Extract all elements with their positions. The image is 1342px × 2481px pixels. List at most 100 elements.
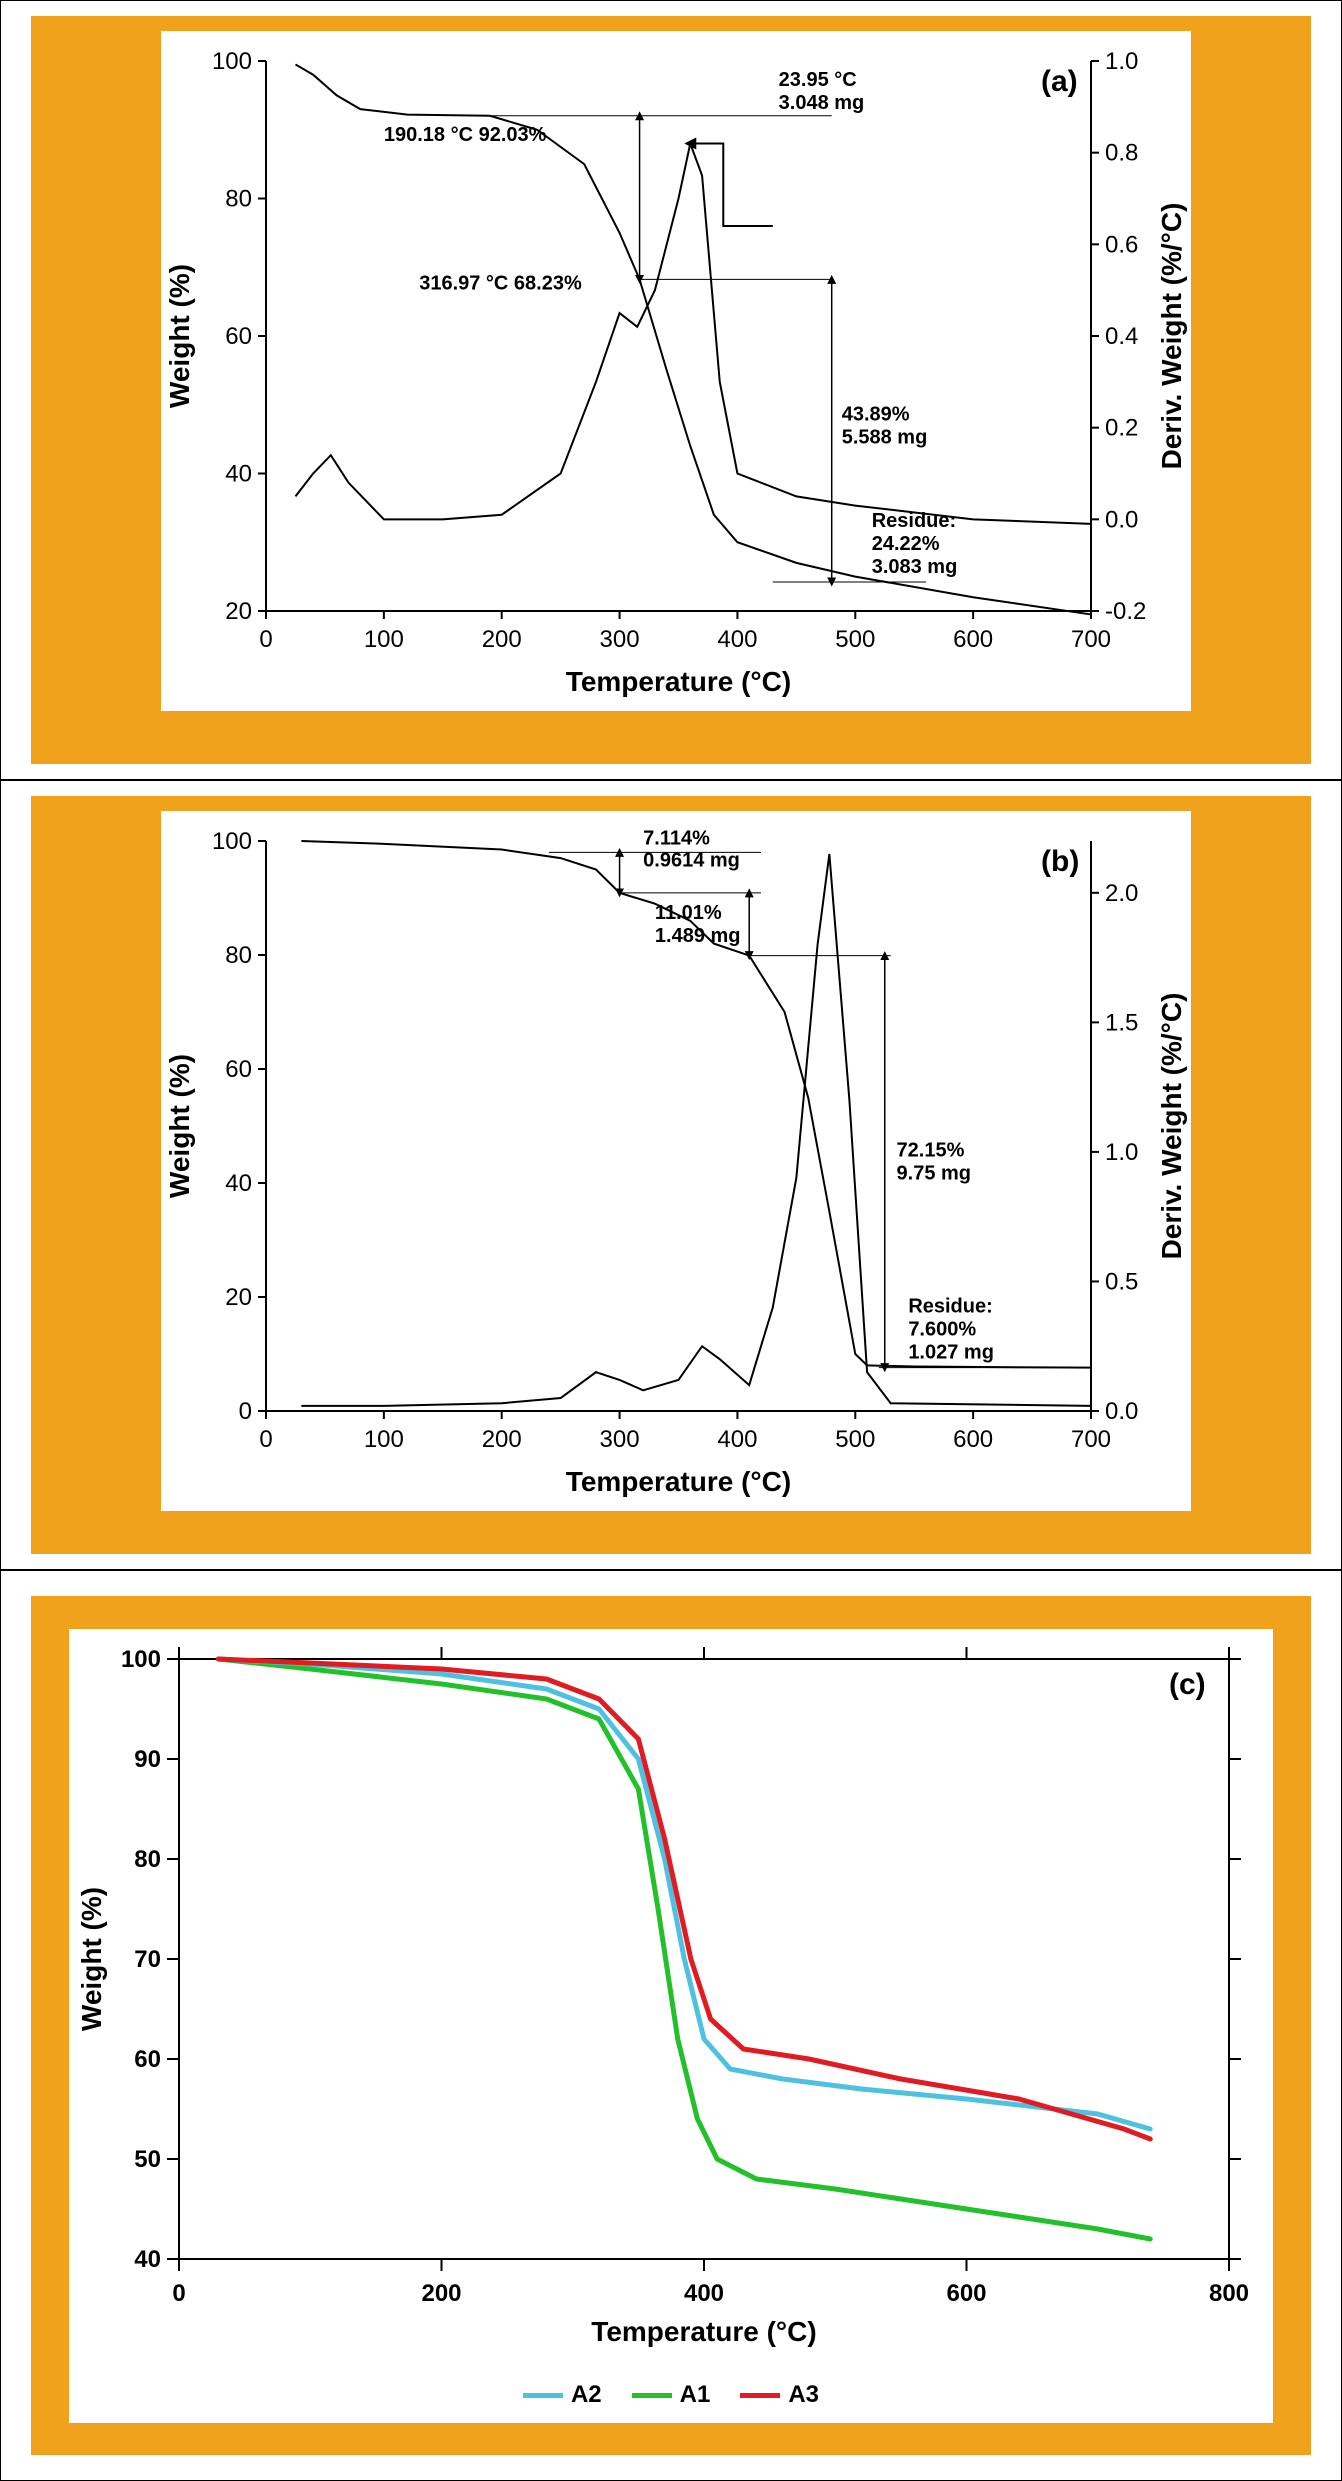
ylabel-right: Deriv. Weight (%/°C) — [1156, 203, 1187, 470]
xtick-label: 400 — [717, 626, 757, 653]
ytick-label: 70 — [134, 1946, 161, 1973]
ytick-r-label: 1.0 — [1105, 1139, 1138, 1166]
ytick-label: 60 — [134, 2046, 161, 2073]
legend-item: A2 — [523, 2381, 602, 2409]
ytick-l-label: 60 — [225, 1056, 252, 1083]
xtick-label: 800 — [1209, 2280, 1249, 2307]
ytick-l-label: 100 — [212, 48, 252, 75]
ylabel: Weight (%) — [76, 1887, 107, 2031]
legend-swatch — [523, 2393, 563, 2398]
ylabel-left: Weight (%) — [164, 264, 195, 408]
xtick-label: 100 — [364, 626, 404, 653]
legend-item: A3 — [740, 2381, 819, 2409]
annot-b2-2: 1.489 mg — [655, 925, 741, 947]
xtick-label: 600 — [946, 2280, 986, 2307]
ylabel-left: Weight (%) — [164, 1054, 195, 1198]
legend-label: A2 — [571, 2381, 602, 2409]
annot-a2: 316.97 °C 68.23% — [419, 272, 582, 294]
ytick-r-label: 0.0 — [1105, 506, 1138, 533]
annot-a5-3: 3.083 mg — [872, 556, 958, 578]
xtick-label: 100 — [364, 1426, 404, 1453]
annot-b1-1: 7.114% — [643, 827, 710, 849]
ytick-l-label: 0 — [239, 1398, 252, 1425]
xtick-label: 600 — [953, 626, 993, 653]
ytick-l-label: 40 — [225, 1170, 252, 1197]
annot-a3-2: 3.048 mg — [779, 92, 865, 114]
chart-b: 0 100 200 300 400 500 600 700 0 20 40 60 80 100 0.0 0.5… — [161, 811, 1191, 1511]
ytick-r-label: 2.0 — [1105, 880, 1138, 907]
ytick-l-label: 60 — [225, 323, 252, 350]
plot-frame — [179, 1659, 1229, 2259]
xtick-label: 200 — [482, 626, 522, 653]
ytick-r-label: 1.5 — [1105, 1009, 1138, 1036]
xtick-label: 700 — [1071, 626, 1111, 653]
panel-c: 0200400600800405060708090100Temperature … — [0, 1570, 1342, 2481]
legend-item: A1 — [632, 2381, 711, 2409]
annot-a3-1: 23.95 °C — [779, 69, 857, 91]
annot-a4-2: 5.588 mg — [842, 427, 928, 449]
ytick-l-label: 20 — [225, 598, 252, 625]
ytick-label: 90 — [134, 1746, 161, 1773]
legend: A2 A1 A3 — [69, 2381, 1273, 2409]
annot-b2-1: 11.01% — [655, 902, 722, 924]
xtick-label: 500 — [835, 1426, 875, 1453]
annot-b4-3: 1.027 mg — [908, 1342, 994, 1364]
ytick-r-label: -0.2 — [1105, 598, 1146, 625]
legend-swatch — [740, 2393, 780, 2398]
annot-b3-2: 9.75 mg — [897, 1163, 971, 1185]
ytick-r-label: 0.0 — [1105, 1398, 1138, 1425]
weight-curve — [295, 64, 1091, 614]
ytick-label: 50 — [134, 2146, 161, 2173]
annot-b1-2: 0.9614 mg — [643, 849, 740, 871]
deriv-curve — [295, 144, 1091, 524]
xtick-label: 0 — [259, 1426, 272, 1453]
ytick-r-label: 0.5 — [1105, 1268, 1138, 1295]
panel-letter-c: (c) — [1169, 1668, 1206, 1701]
ytick-label: 100 — [121, 1646, 161, 1673]
annot-b3-1: 72.15% — [897, 1140, 965, 1162]
xlabel: Temperature (°C) — [591, 2316, 816, 2347]
panel-a: 0 100 200 300 400 500 600 700 20 40 60 80 100 -0.2 0.0… — [0, 0, 1342, 780]
chart-b-svg: 0 100 200 300 400 500 600 700 0 20 40 60 80 100 0.0 0.5… — [161, 811, 1191, 1511]
xtick-label: 500 — [835, 626, 875, 653]
ytick-l-label: 80 — [225, 942, 252, 969]
xtick-label: 400 — [717, 1426, 757, 1453]
chart-c-svg: 0200400600800405060708090100Temperature … — [69, 1629, 1279, 2369]
xtick-label: 0 — [259, 626, 272, 653]
xtick-label: 600 — [953, 1426, 993, 1453]
ytick-l-label: 80 — [225, 186, 252, 213]
ytick-l-label: 40 — [225, 461, 252, 488]
chart-c: 0200400600800405060708090100Temperature … — [66, 1626, 1276, 2426]
xtick-label: 200 — [482, 1426, 522, 1453]
legend-label: A3 — [788, 2381, 819, 2409]
annot-b4-1: Residue: — [908, 1296, 992, 1318]
xlabel-text: Temperature (°C) — [566, 666, 791, 697]
annot-a4-1: 43.89% — [842, 404, 910, 426]
panel-b: 0 100 200 300 400 500 600 700 0 20 40 60 80 100 0.0 0.5… — [0, 780, 1342, 1570]
xlabel: Temperature (°C) — [566, 1466, 791, 1497]
xtick-label: 300 — [600, 1426, 640, 1453]
ytick-r-label: 0.4 — [1105, 323, 1138, 350]
xtick-label: 700 — [1071, 1426, 1111, 1453]
chart-a-svg: 0 100 200 300 400 500 600 700 20 40 60 80 100 -0.2 0.0… — [161, 31, 1191, 711]
ytick-r-label: 1.0 — [1105, 48, 1138, 75]
xtick-label: 300 — [600, 626, 640, 653]
annot-a5-1: Residue: — [872, 510, 956, 532]
panel-letter-a: (a) — [1041, 65, 1078, 98]
chart-a: 0 100 200 300 400 500 600 700 20 40 60 80 100 -0.2 0.0… — [161, 31, 1191, 711]
ytick-label: 80 — [134, 1846, 161, 1873]
ytick-r-label: 0.8 — [1105, 140, 1138, 167]
ytick-r-label: 0.2 — [1105, 415, 1138, 442]
ylabel-right: Deriv. Weight (%/°C) — [1156, 993, 1187, 1260]
annot-b4-2: 7.600% — [908, 1319, 976, 1341]
ytick-l-label: 100 — [212, 828, 252, 855]
annot-a5-2: 24.22% — [872, 533, 940, 555]
xtick-label: 200 — [421, 2280, 461, 2307]
ytick-l-label: 20 — [225, 1284, 252, 1311]
legend-label: A1 — [680, 2381, 711, 2409]
legend-swatch — [632, 2393, 672, 2398]
annot-a1: 190.18 °C 92.03% — [384, 124, 547, 146]
ytick-label: 40 — [134, 2246, 161, 2273]
xtick-label: 400 — [684, 2280, 724, 2307]
panel-letter-b: (b) — [1041, 845, 1079, 878]
